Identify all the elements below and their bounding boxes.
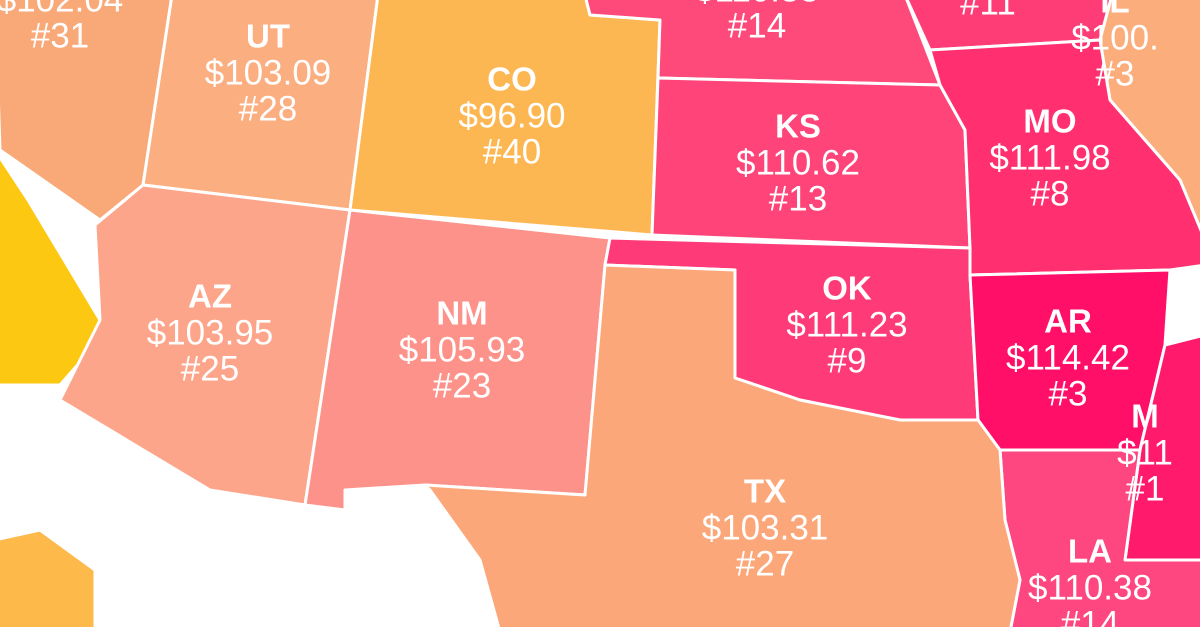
state-abbr: OK	[822, 270, 872, 307]
rank-label: #13	[769, 179, 827, 218]
rank-label: #1	[1126, 469, 1165, 508]
rank-label: #3	[1096, 54, 1135, 93]
price-label: $110.38	[695, 0, 819, 9]
price-label: $110.38	[1028, 568, 1152, 607]
price-label: $102.04	[0, 0, 123, 19]
price-label: $103.31	[702, 508, 829, 547]
state-abbr: IL	[1100, 0, 1129, 20]
price-label: $96.90	[458, 96, 565, 135]
rank-label: #40	[483, 132, 541, 171]
rank-label: #28	[239, 89, 297, 128]
rank-label: #3	[1049, 374, 1088, 413]
state-shape	[0, 528, 97, 627]
state-abbr: KS	[775, 108, 821, 145]
price-label: $111.23	[786, 305, 907, 344]
state-abbr: UT	[246, 18, 290, 55]
rank-label: #14	[728, 6, 786, 45]
price-label: $105.93	[399, 330, 526, 369]
rank-label: #9	[828, 341, 867, 380]
price-label: $11	[1117, 433, 1173, 472]
state-abbr: AR	[1044, 303, 1092, 340]
rank-label: #31	[31, 16, 89, 55]
price-label: $110.62	[736, 143, 860, 182]
state-abbr: LA	[1068, 533, 1112, 570]
state-shape	[423, 263, 1022, 627]
state-abbr: M	[1131, 398, 1159, 435]
state-abbr: CO	[487, 61, 537, 98]
rank-label: #11	[960, 0, 1016, 22]
state-shape	[928, 38, 1200, 277]
state-abbr: TX	[744, 473, 786, 510]
rank-label: #14	[1061, 604, 1119, 627]
labels: $102.04#31 UT$103.09#28 CO$96.90#40 $110.38…	[0, 0, 1173, 627]
state-abbr: NM	[436, 295, 487, 332]
rank-label: #8	[1031, 174, 1070, 213]
state-abbr: MO	[1023, 103, 1076, 140]
price-label: $100.	[1071, 18, 1159, 57]
price-label: $111.98	[989, 138, 1110, 177]
price-label: $114.42	[1006, 338, 1130, 377]
price-label: $103.09	[205, 53, 332, 92]
price-label: $103.95	[147, 313, 274, 352]
rank-label: #25	[181, 349, 239, 388]
state-abbr: AZ	[188, 278, 232, 315]
rank-label: #23	[433, 366, 491, 405]
rank-label: #27	[736, 544, 794, 583]
